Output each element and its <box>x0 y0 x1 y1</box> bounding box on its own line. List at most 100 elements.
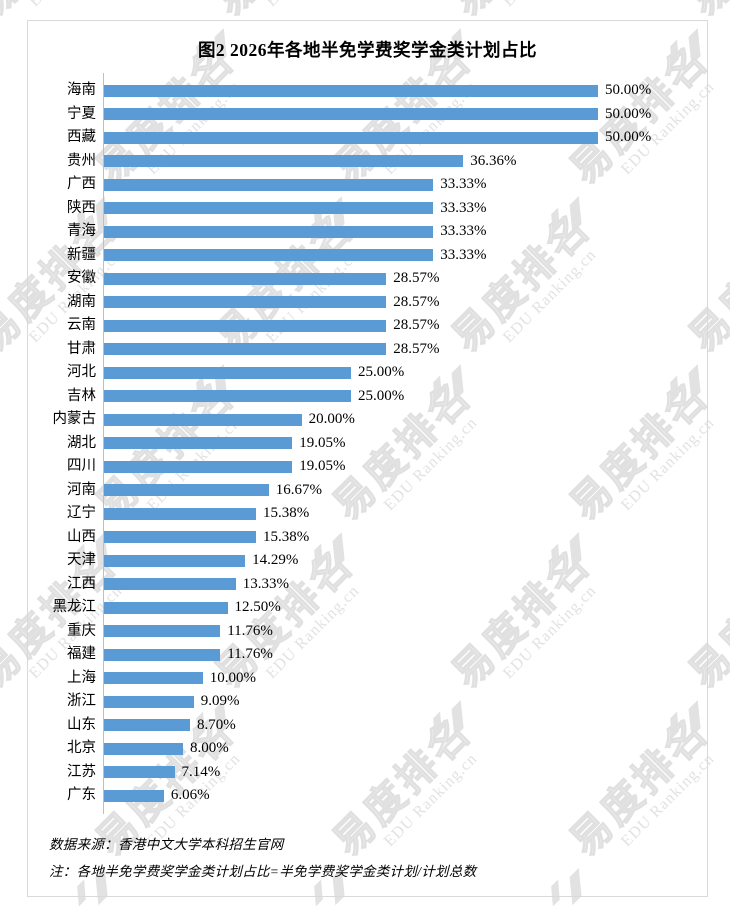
category-label: 湖北 <box>67 434 96 451</box>
bar-row: 50.00% <box>104 79 704 103</box>
category-label: 内蒙古 <box>52 411 97 427</box>
value-label: 8.70% <box>196 716 236 733</box>
value-label: 14.29% <box>252 552 299 569</box>
bar-row: 33.33% <box>104 173 704 197</box>
value-label: 28.57% <box>393 340 440 357</box>
bar <box>104 366 351 379</box>
value-label: 28.57% <box>393 270 440 287</box>
bar-row: 19.05% <box>104 432 704 456</box>
category-label: 宁夏 <box>67 105 96 122</box>
bar-row: 10.00% <box>104 667 704 691</box>
calculation-note: 注：各地半免学费奖学金类计划占比=半免学费奖学金类计划/计划总数 <box>49 864 477 879</box>
value-label: 36.36% <box>470 152 517 169</box>
value-label: 50.00% <box>605 105 652 122</box>
category-label: 海南 <box>67 82 96 98</box>
bar <box>104 625 221 638</box>
category-label: 广东 <box>67 787 96 803</box>
bar-row: 28.57% <box>104 291 704 315</box>
bar <box>104 413 302 426</box>
edu-ranking-logo-icon <box>0 676 7 750</box>
bar <box>104 249 434 262</box>
value-label: 16.67% <box>275 481 322 498</box>
category-label: 山西 <box>67 528 96 545</box>
bar <box>104 554 246 567</box>
value-label: 10.00% <box>209 669 257 686</box>
bar <box>104 766 175 779</box>
bar-row: 9.09% <box>104 690 704 714</box>
value-label: 20.00% <box>308 411 355 428</box>
bar <box>104 131 598 144</box>
category-axis: 海南 宁夏 西藏 贵州 广西 陕西 青海 新疆 安徽 湖南 云南 甘肃 河北 吉林 内蒙古 湖北 四川 河南 辽宁山… <box>28 73 103 814</box>
bar-row: 19.05% <box>104 455 704 479</box>
bar-row: 36.36% <box>104 150 704 174</box>
watermark-brand-en: EDU Ranking.cn <box>500 0 611 10</box>
bar <box>104 225 434 238</box>
bar-row: 16.67% <box>104 479 704 503</box>
value-label: 8.00% <box>190 740 229 757</box>
bar <box>104 672 203 685</box>
bar-row: 14.29% <box>104 549 704 573</box>
bar <box>104 531 256 544</box>
value-label: 19.05% <box>299 434 346 451</box>
bar-row: 15.38% <box>104 502 704 526</box>
chart-frame: 图2 2026年各地半免学费奖学金类计划占比 海南 宁夏 西藏 贵州 广西 陕西 青海 新疆安… <box>27 20 708 897</box>
category-label: 河南 <box>67 481 96 498</box>
bar <box>104 719 190 732</box>
bar-row: 28.57% <box>104 338 704 362</box>
bar-row: 8.00% <box>104 737 704 761</box>
category-label: 山东 <box>67 716 96 733</box>
bar <box>104 319 387 332</box>
watermark-brand-en: EDU Ranking.cn <box>26 0 137 10</box>
bar-row: 13.33% <box>104 573 704 597</box>
category-label: 上海 <box>67 669 96 686</box>
category-label: 北京 <box>67 740 96 756</box>
bar-row: 11.76% <box>104 643 704 667</box>
bar-row: 50.00% <box>104 126 704 150</box>
category-label: 重庆 <box>67 622 96 639</box>
bar-row: 11.76% <box>104 620 704 644</box>
category-label: 西藏 <box>67 129 96 145</box>
bar <box>104 343 387 356</box>
value-label: 28.57% <box>393 317 440 334</box>
bar-row: 25.00% <box>104 361 704 385</box>
value-label: 15.38% <box>262 528 310 545</box>
bar <box>104 155 464 168</box>
bar-row: 8.70% <box>104 714 704 738</box>
bar <box>104 437 293 450</box>
value-label: 33.33% <box>440 223 487 240</box>
category-label: 江西 <box>67 575 96 592</box>
category-label: 湖南 <box>67 293 96 310</box>
bar-row: 7.14% <box>104 761 704 785</box>
value-label: 50.00% <box>605 82 652 99</box>
bar <box>104 272 387 285</box>
value-label: 50.00% <box>605 129 652 146</box>
bar-row: 28.57% <box>104 267 704 291</box>
plot-area: 50.00% 50.00% 50.00% 36.36% 33.33% 33.33% 33.3… <box>103 73 704 814</box>
edu-ranking-logo-icon <box>0 340 7 414</box>
category-label: 广西 <box>67 176 96 192</box>
bar <box>104 296 387 309</box>
bar-row: 25.00% <box>104 385 704 409</box>
bar <box>104 578 236 591</box>
value-label: 6.06% <box>170 787 210 804</box>
bar-row: 50.00% <box>104 103 704 127</box>
bar <box>104 390 351 403</box>
bar-row: 33.33% <box>104 197 704 221</box>
category-label: 贵州 <box>67 152 96 169</box>
category-label: 天津 <box>67 552 96 568</box>
data-source-note: 数据来源：香港中文大学本科招生官网 <box>49 837 284 852</box>
value-label: 13.33% <box>242 575 289 592</box>
category-label: 甘肃 <box>67 340 96 357</box>
category-label: 江苏 <box>67 763 96 780</box>
bar <box>104 601 228 614</box>
category-label: 陕西 <box>67 199 96 216</box>
category-label: 云南 <box>67 317 96 333</box>
bar <box>104 484 269 497</box>
bar <box>104 695 194 708</box>
category-label: 四川 <box>67 458 96 474</box>
category-label: 河北 <box>67 364 96 380</box>
category-label: 辽宁 <box>67 505 96 521</box>
value-label: 12.50% <box>234 599 281 616</box>
value-label: 33.33% <box>440 199 487 216</box>
